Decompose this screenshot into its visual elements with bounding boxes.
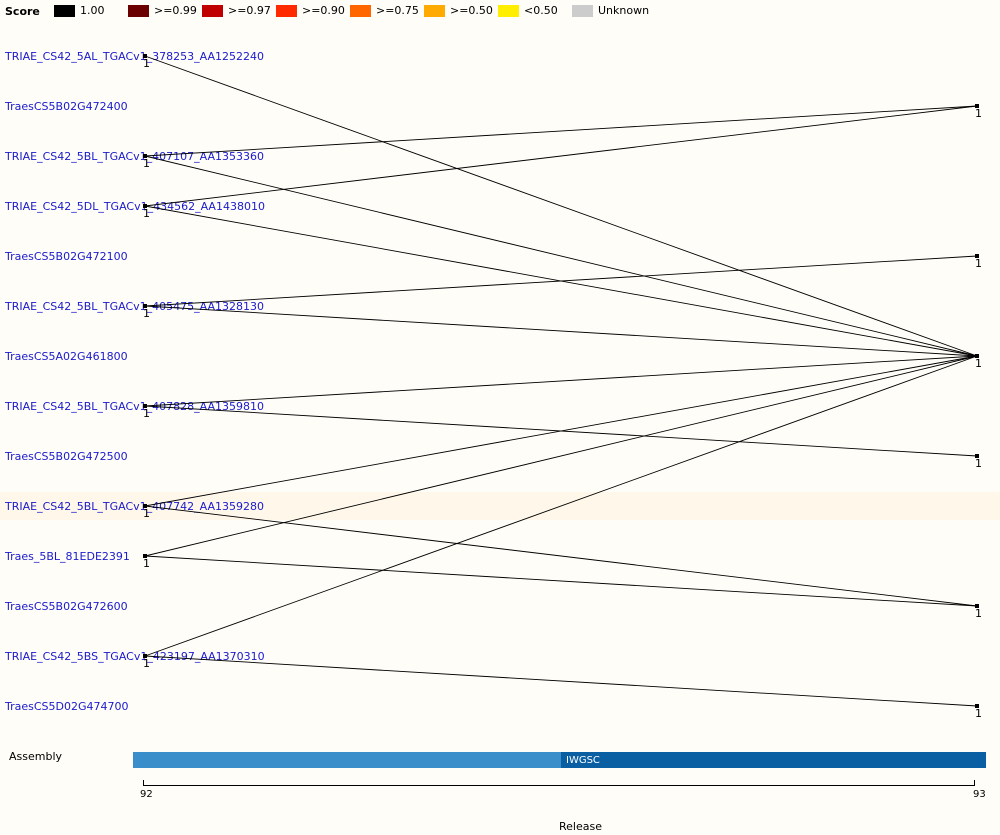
release-tick-label: 93 <box>973 789 986 800</box>
legend-title: Score <box>5 5 40 18</box>
right-node-count: 1 <box>975 607 982 620</box>
homology-link <box>144 55 978 357</box>
right-node-marker[interactable] <box>975 354 979 358</box>
left-node-count: 1 <box>143 307 150 320</box>
gene-link[interactable]: TRIAE_CS42_5BL_TGACv1_407742_AA1359280 <box>5 500 265 513</box>
left-node-count: 1 <box>143 157 150 170</box>
gene-link[interactable]: TRIAE_CS42_5BS_TGACv1_423197_AA1370310 <box>5 650 265 663</box>
legend-swatch <box>202 5 223 17</box>
left-node-marker[interactable] <box>143 404 147 408</box>
homology-link <box>144 105 978 157</box>
legend-swatch <box>54 5 75 17</box>
homology-link <box>144 255 978 307</box>
homology-link <box>144 155 978 357</box>
release-axis <box>143 780 975 786</box>
left-node-marker[interactable] <box>143 654 147 658</box>
right-node-marker[interactable] <box>975 104 979 108</box>
right-node-count: 1 <box>975 707 982 720</box>
left-node-marker[interactable] <box>143 54 147 58</box>
score-legend: Score 1.00 >=0.99 >=0.97 >=0.90 >=0.75 >… <box>0 0 1000 22</box>
left-node-marker[interactable] <box>143 554 147 558</box>
legend-label: >=0.75 <box>376 4 419 17</box>
right-node-marker[interactable] <box>975 604 979 608</box>
homology-link <box>144 355 978 557</box>
assembly-segment[interactable] <box>133 752 561 768</box>
right-node-count: 1 <box>975 107 982 120</box>
legend-label: >=0.97 <box>228 4 271 17</box>
homology-link <box>144 355 978 507</box>
homology-link <box>144 555 978 607</box>
homology-link <box>144 305 978 357</box>
gene-link[interactable]: TraesCS5B02G472100 <box>5 250 128 263</box>
legend-swatch <box>276 5 297 17</box>
legend-label: >=0.90 <box>302 4 345 17</box>
right-node-marker[interactable] <box>975 454 979 458</box>
left-node-marker[interactable] <box>143 304 147 308</box>
left-node-count: 1 <box>143 57 150 70</box>
left-node-marker[interactable] <box>143 204 147 208</box>
gene-link[interactable]: TraesCS5B02G472500 <box>5 450 128 463</box>
left-node-count: 1 <box>143 407 150 420</box>
assembly-label: Assembly <box>9 750 63 763</box>
legend-label: <0.50 <box>524 4 558 17</box>
homology-link <box>144 505 978 607</box>
gene-link[interactable]: TRIAE_CS42_5BL_TGACv1_407828_AA1359810 <box>5 400 265 413</box>
legend-label: 1.00 <box>80 4 105 17</box>
right-node-marker[interactable] <box>975 254 979 258</box>
legend-swatch <box>498 5 519 17</box>
left-node-count: 1 <box>143 657 150 670</box>
gene-link[interactable]: TraesCS5A02G461800 <box>5 350 128 363</box>
gene-link[interactable]: TRIAE_CS42_5AL_TGACv1_378253_AA1252240 <box>5 50 264 63</box>
left-node-count: 1 <box>143 207 150 220</box>
left-node-marker[interactable] <box>143 154 147 158</box>
legend-label: >=0.50 <box>450 4 493 17</box>
homology-link <box>144 355 978 407</box>
left-node-count: 1 <box>143 507 150 520</box>
legend-swatch <box>350 5 371 17</box>
gene-link[interactable]: TRIAE_CS42_5BL_TGACv1_405475_AA1328130 <box>5 300 265 313</box>
gene-link[interactable]: TRIAE_CS42_5BL_TGACv1_407107_AA1353360 <box>5 150 265 163</box>
legend-swatch <box>572 5 593 17</box>
right-node-count: 1 <box>975 357 982 370</box>
gene-link[interactable]: TraesCS5B02G472400 <box>5 100 128 113</box>
left-node-marker[interactable] <box>143 504 147 508</box>
gene-link[interactable]: TRIAE_CS42_5DL_TGACv1_434562_AA1438010 <box>5 200 265 213</box>
legend-swatch <box>128 5 149 17</box>
legend-label: Unknown <box>598 4 650 17</box>
assembly-segment-iwgsc[interactable]: IWGSC <box>561 752 986 768</box>
assembly-segment-label: IWGSC <box>566 755 600 766</box>
release-axis-title: Release <box>559 820 602 833</box>
highlighted-row <box>0 492 1000 520</box>
right-node-count: 1 <box>975 457 982 470</box>
gene-link[interactable]: TraesCS5D02G474700 <box>5 700 129 713</box>
homology-link <box>144 105 978 207</box>
right-node-marker[interactable] <box>975 704 979 708</box>
gene-link[interactable]: Traes_5BL_81EDE2391 <box>5 550 130 563</box>
homology-link <box>144 355 978 657</box>
left-node-count: 1 <box>143 557 150 570</box>
release-tick-label: 92 <box>140 789 153 800</box>
right-node-count: 1 <box>975 257 982 270</box>
gene-link[interactable]: TraesCS5B02G472600 <box>5 600 128 613</box>
homology-links <box>143 54 979 708</box>
legend-label: >=0.99 <box>154 4 197 17</box>
homology-link <box>144 655 978 707</box>
legend-swatch <box>424 5 445 17</box>
